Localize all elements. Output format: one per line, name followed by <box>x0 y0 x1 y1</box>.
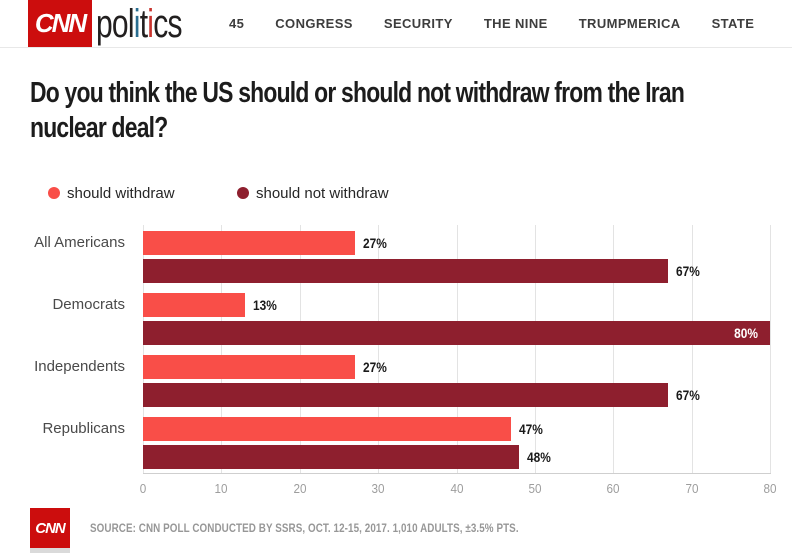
x-tick-label-30: 30 <box>371 481 385 496</box>
gridline-0 <box>143 225 144 473</box>
chart-gridlines <box>143 225 771 473</box>
legend-item-should-withdraw: should withdraw <box>48 184 175 202</box>
nav-item-45[interactable]: 45 <box>229 16 245 31</box>
value-label-should-not-withdraw-democrats: 80% <box>734 325 758 341</box>
cnn-logo[interactable]: CNN <box>28 0 92 47</box>
bar-should-withdraw-republicans <box>143 417 512 441</box>
bar-should-withdraw-all-americans <box>143 231 355 255</box>
chart-legend: should withdraw should not withdraw <box>0 184 792 202</box>
category-label-democrats: Democrats <box>52 296 125 313</box>
wordmark-segment-1: i <box>133 1 141 46</box>
gridline-50 <box>534 225 536 473</box>
value-label-should-not-withdraw-republicans: 48% <box>527 449 552 465</box>
legend-swatch-should-not-withdraw <box>237 187 249 199</box>
x-tick-label-20: 20 <box>293 481 307 496</box>
wordmark-segment-2: t <box>139 1 148 46</box>
nav-item-the-nine[interactable]: THE NINE <box>483 16 548 31</box>
politics-wordmark[interactable]: pol i t i cs <box>96 1 182 47</box>
nav-item-security[interactable]: SECURITY <box>383 16 453 31</box>
cnn-footer-logo: CNN <box>30 508 70 548</box>
bar-should-not-withdraw-republicans <box>143 445 520 469</box>
category-label-independents: Independents <box>34 358 125 375</box>
value-label-should-withdraw-democrats: 13% <box>252 297 277 313</box>
nav-item-trumpmerica[interactable]: TRUMPMERICA <box>578 16 681 31</box>
legend-swatch-should-withdraw <box>48 187 60 199</box>
x-tick-label-50: 50 <box>528 481 542 496</box>
bottom-edge-fragment <box>30 548 70 553</box>
nav-item-state[interactable]: STATE <box>711 16 755 31</box>
wordmark-segment-4: cs <box>153 1 182 46</box>
cnn-logo-text: CNN <box>34 8 87 38</box>
legend-label-should-not-withdraw: should not withdraw <box>256 184 389 202</box>
gridline-40 <box>456 225 458 473</box>
bar-should-not-withdraw-all-americans <box>143 259 669 283</box>
bar-should-withdraw-democrats <box>143 293 245 317</box>
gridline-20 <box>299 225 301 473</box>
x-tick-label-40: 40 <box>449 481 464 496</box>
top-nav: 45 CONGRESS SECURITY THE NINE TRUMPMERICA STA… <box>229 0 754 47</box>
wordmark-segment-0: pol <box>96 1 135 46</box>
category-label-republicans: Republicans <box>42 420 125 437</box>
gridline-10 <box>221 225 223 473</box>
site-header: CNN pol i t i cs 45 CONGRESS SECURITY THE NINE T… <box>0 0 792 48</box>
cnn-footer-logo-text: CNN <box>35 519 65 537</box>
x-tick-label-10: 10 <box>214 481 228 496</box>
bar-should-not-withdraw-independents <box>143 383 669 407</box>
x-tick-label-70: 70 <box>685 481 699 496</box>
legend-item-should-not-withdraw: should not withdraw <box>237 184 389 202</box>
value-label-should-withdraw-independents: 27% <box>362 359 387 375</box>
gridline-80 <box>770 225 771 473</box>
source-text: SOURCE: CNN POLL CONDUCTED BY SSRS, OCT.… <box>90 521 519 535</box>
value-label-should-not-withdraw-independents: 67% <box>676 387 700 403</box>
poll-bar-chart: 0 10 20 30 40 50 60 70 80 All Americans 27% 67% Demo… <box>0 225 792 500</box>
x-axis-line <box>143 473 771 474</box>
wordmark-segment-3: i <box>147 1 154 46</box>
gridline-30 <box>378 225 380 473</box>
x-tick-label-80: 80 <box>763 481 777 496</box>
value-label-should-not-withdraw-all-americans: 67% <box>676 263 700 279</box>
category-label-all-americans: All Americans <box>34 234 125 251</box>
x-tick-label-0: 0 <box>139 481 147 496</box>
page-title: Do you think the US should or should not… <box>30 77 685 144</box>
nav-item-congress[interactable]: CONGRESS <box>275 16 353 31</box>
value-label-should-withdraw-republicans: 47% <box>519 421 544 437</box>
bar-should-not-withdraw-democrats <box>143 321 770 345</box>
x-tick-label-60: 60 <box>606 481 620 496</box>
gridline-70 <box>691 225 693 473</box>
gridline-60 <box>613 225 615 473</box>
bar-should-withdraw-independents <box>143 355 355 379</box>
legend-label-should-withdraw: should withdraw <box>67 184 175 202</box>
value-label-should-withdraw-all-americans: 27% <box>362 235 387 251</box>
